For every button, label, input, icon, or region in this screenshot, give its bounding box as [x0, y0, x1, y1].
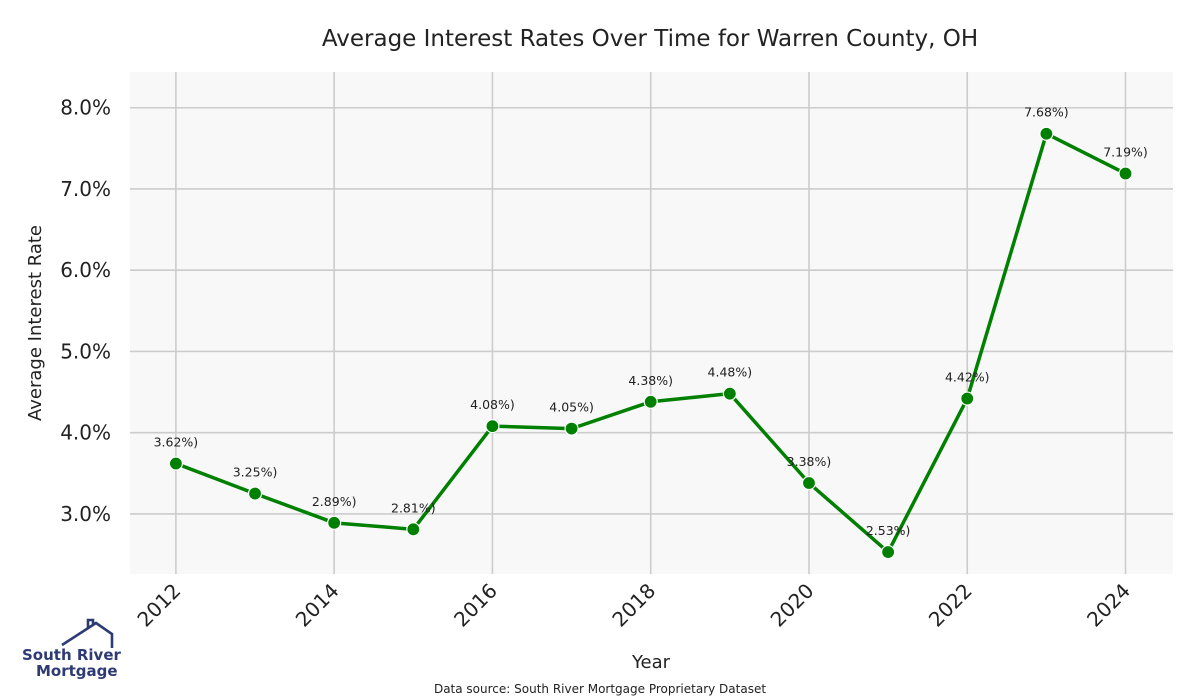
logo-line-2: Mortgage: [36, 662, 118, 680]
data-point: [960, 391, 975, 406]
x-tick-label: 2014: [291, 579, 344, 632]
chart-title: Average Interest Rates Over Time for War…: [322, 26, 978, 52]
data-label: 3.62%): [154, 435, 199, 450]
data-label: 7.68%): [1024, 105, 1069, 120]
y-tick-label: 3.0%: [60, 502, 111, 526]
x-tick-label: 2024: [1082, 579, 1135, 632]
data-point: [247, 486, 263, 501]
data-point: [564, 421, 579, 436]
data-label: 3.25%): [233, 465, 278, 480]
data-label: 2.81%): [391, 500, 436, 515]
y-tick-label: 4.0%: [60, 421, 111, 445]
x-axis-ticks: 2012 2014 2016 2018 2020 2022 2024: [132, 579, 1135, 632]
x-tick-label: 2022: [924, 579, 977, 632]
data-point: [643, 394, 658, 409]
y-axis-label: Average Interest Rate: [25, 225, 46, 421]
y-tick-label: 6.0%: [60, 258, 111, 282]
y-tick-label: 7.0%: [60, 177, 111, 201]
data-label: 4.42%): [945, 370, 990, 385]
data-source-note: Data source: South River Mortgage Propri…: [434, 682, 766, 696]
data-point: [168, 456, 183, 471]
logo-line-1: South River: [22, 646, 122, 664]
data-point: [485, 419, 500, 434]
data-label: 4.48%): [708, 365, 753, 380]
x-axis-label: Year: [631, 652, 671, 673]
data-point: [1118, 166, 1133, 181]
data-point: [881, 544, 896, 560]
x-tick-label: 2016: [449, 579, 502, 632]
house-roof-icon: [61, 618, 114, 648]
x-tick-label: 2018: [607, 579, 660, 632]
data-point: [722, 386, 737, 401]
south-river-mortgage-logo: South River Mortgage: [22, 618, 122, 680]
y-tick-label: 8.0%: [60, 96, 111, 120]
data-label: 7.19%): [1103, 145, 1148, 160]
data-label: 4.08%): [470, 397, 515, 412]
data-point: [327, 515, 342, 530]
grid: [130, 72, 1173, 574]
data-label: 4.38%): [628, 373, 673, 388]
x-tick-label: 2020: [766, 579, 819, 632]
data-label: 2.89%): [312, 494, 357, 509]
x-tick-label: 2012: [132, 579, 185, 632]
data-label: 2.53%): [866, 523, 911, 538]
y-tick-label: 5.0%: [60, 339, 111, 363]
data-point: [1039, 126, 1054, 141]
data-labels: 3.62%) 3.25%) 2.89%) 2.81%) 4.08%) 4.05%) 4.38…: [154, 105, 1148, 538]
data-points: [168, 126, 1133, 560]
data-point: [801, 475, 817, 491]
data-label: 4.05%): [549, 400, 594, 415]
data-point: [406, 522, 421, 537]
y-axis-ticks: 3.0% 4.0% 5.0% 6.0% 7.0% 8.0%: [60, 96, 111, 526]
data-label: 3.38%): [787, 454, 832, 469]
